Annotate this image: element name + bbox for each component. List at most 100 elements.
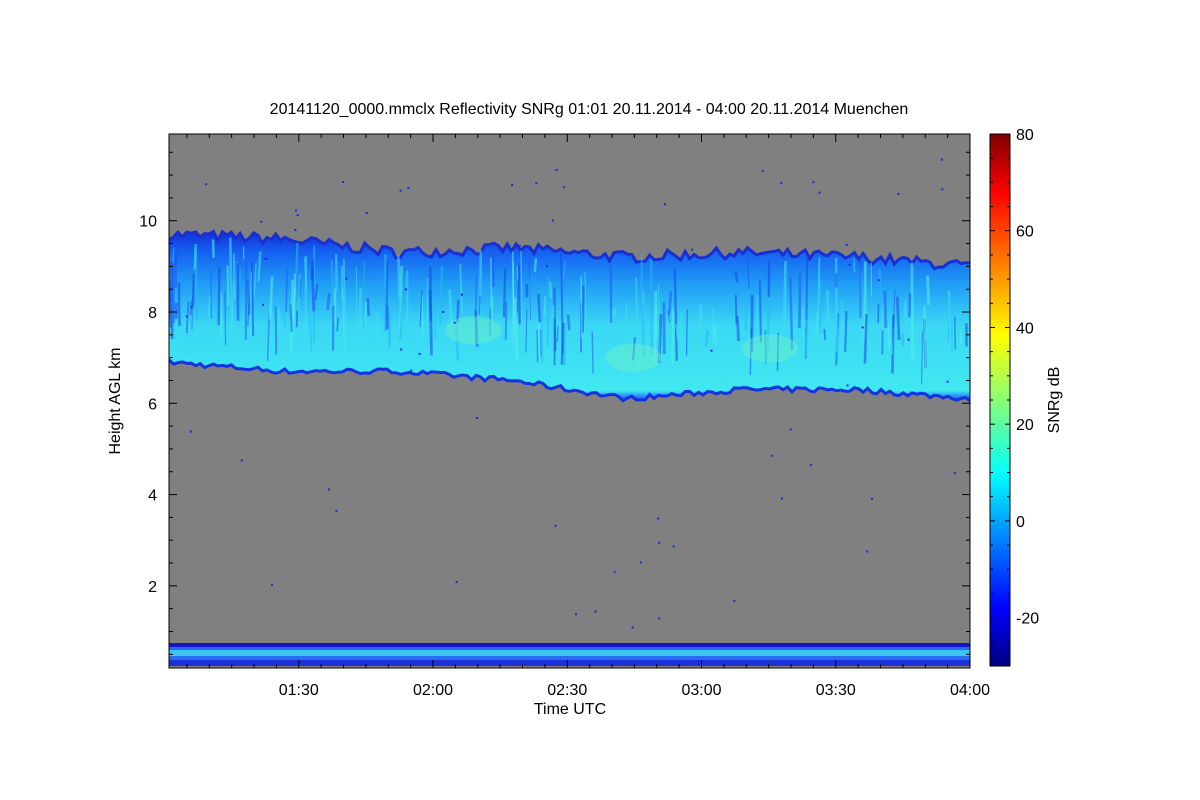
cirrus-streak	[841, 300, 845, 370]
x-tick-label: 04:00	[950, 682, 990, 699]
cirrus-streak	[246, 279, 251, 316]
cirrus-streak	[910, 262, 914, 361]
cirrus-streak	[210, 270, 212, 319]
cirrus-streak	[508, 322, 513, 360]
noise-speckle	[295, 209, 297, 212]
clutter-band-bottom	[169, 660, 970, 666]
y-tick-label: 6	[148, 396, 157, 413]
noise-speckle	[657, 517, 660, 520]
cirrus-streak	[516, 320, 519, 351]
cirrus-streak	[397, 255, 401, 299]
noise-speckle	[812, 181, 815, 184]
cirrus-streak	[253, 263, 257, 295]
cirrus-streak	[744, 303, 748, 330]
cirrus-streak	[454, 323, 460, 361]
cirrus-streak	[336, 317, 339, 332]
noise-speckle	[809, 463, 812, 466]
cirrus-streak	[277, 308, 283, 361]
cirrus-streak	[733, 333, 737, 359]
cirrus-streak	[650, 259, 653, 356]
clutter-band-top	[169, 643, 970, 647]
cirrus-streak	[333, 287, 337, 325]
noise-speckle	[664, 203, 666, 206]
cirrus-streak	[704, 329, 710, 348]
cirrus-streak	[335, 254, 338, 292]
cirrus-streak	[921, 331, 924, 385]
noise-speckle	[554, 524, 557, 527]
cirrus-streak	[562, 262, 566, 279]
cirrus-streak	[878, 269, 882, 300]
noise-speckle	[442, 310, 445, 313]
cirrus-streak	[746, 258, 750, 289]
noise-speckle	[848, 263, 851, 266]
cirrus-streak	[635, 277, 638, 321]
cirrus-streak	[801, 306, 806, 357]
cirrus-streak	[421, 295, 424, 337]
cirrus-streak	[673, 268, 678, 361]
cirrus-streak	[459, 264, 464, 314]
cirrus-streak	[584, 271, 587, 341]
cirrus-streak	[613, 306, 617, 318]
cirrus-streak	[375, 314, 380, 349]
cirrus-streak	[249, 271, 252, 334]
cirrus-streak	[947, 289, 953, 348]
cirrus-streak	[908, 318, 911, 359]
cirrus-streak	[658, 284, 660, 361]
cirrus-streak	[266, 313, 271, 362]
cirrus-streak	[734, 271, 739, 283]
cirrus-streak	[908, 292, 912, 317]
cirrus-streak	[193, 243, 198, 270]
cirrus-streak	[543, 296, 547, 315]
cirrus-streak	[668, 291, 673, 316]
cirrus-streak	[630, 325, 635, 368]
noise-speckle	[818, 191, 821, 194]
noise-speckle	[345, 277, 348, 280]
noise-speckle	[613, 570, 616, 573]
cirrus-streak	[783, 261, 787, 324]
cirrus-streak	[533, 257, 538, 273]
cirrus-streak	[303, 257, 307, 290]
cirrus-streak	[891, 314, 895, 374]
cirrus-streak	[556, 326, 559, 343]
cirrus-streak	[712, 325, 716, 344]
cirrus-streak	[179, 298, 183, 350]
noise-speckle	[335, 509, 338, 512]
cirrus-streak	[520, 250, 523, 340]
cirrus-streak	[386, 304, 390, 329]
colorbar-label: SNRg dB	[1046, 367, 1063, 434]
cirrus-streak	[537, 294, 542, 323]
cirrus-streak	[177, 282, 181, 326]
cirrus-streak	[345, 318, 348, 362]
cirrus-streak	[304, 255, 308, 334]
cirrus-streak	[636, 332, 641, 349]
noise-speckle	[190, 306, 193, 309]
noise-speckle	[460, 293, 463, 296]
cirrus-streak	[295, 242, 299, 274]
noise-speckle	[658, 617, 661, 620]
noise-speckle	[511, 184, 514, 186]
cirrus-streak	[825, 289, 830, 323]
cirrus-streak	[581, 285, 585, 333]
noise-speckle	[946, 380, 949, 383]
cirrus-streak	[729, 298, 733, 315]
cirrus-streak	[685, 309, 688, 356]
noise-speckle	[639, 561, 642, 564]
cirrus-streak	[434, 299, 437, 341]
noise-speckle	[455, 581, 458, 584]
cirrus-streak	[853, 258, 856, 273]
noise-speckle	[185, 315, 188, 318]
cirrus-streak	[675, 323, 679, 339]
noise-speckle	[562, 186, 565, 189]
cirrus-streak	[516, 273, 520, 313]
cirrus-streak	[844, 310, 848, 353]
noise-speckle	[240, 459, 243, 462]
cirrus-streak	[289, 304, 293, 333]
noise-speckle	[907, 338, 910, 341]
cirrus-streak	[448, 289, 453, 325]
cirrus-streak	[624, 302, 628, 361]
cirrus-streak	[764, 330, 767, 364]
cirrus-streak	[959, 332, 963, 345]
cirrus-streak	[334, 273, 338, 294]
cirrus-streak	[632, 337, 636, 361]
cirrus-streak	[330, 260, 334, 301]
